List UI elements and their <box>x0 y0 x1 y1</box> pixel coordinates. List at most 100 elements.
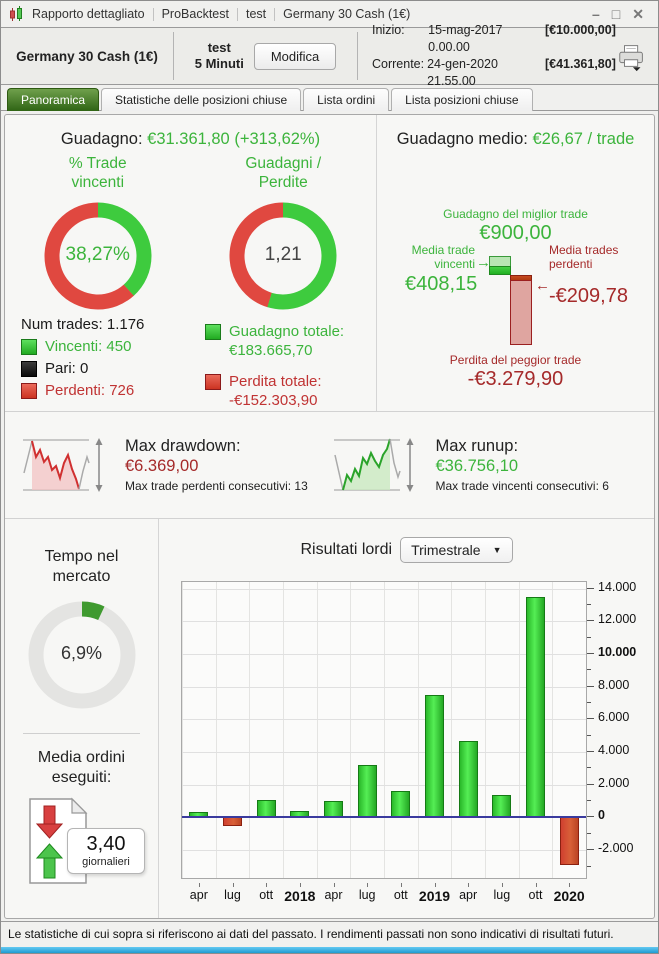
avg-orders-value: 3,40 <box>86 833 126 855</box>
panoramica-panel: Guadagno: €31.361,80 (+313,62%) % Trade … <box>4 114 655 919</box>
chart-x-label: 2019 <box>418 888 451 904</box>
chart-x-label: apr <box>459 888 478 902</box>
print-icon[interactable] <box>616 39 646 73</box>
time-in-market-column: Tempo nel mercato 6,9% Media ordini eseg… <box>5 519 159 918</box>
avg-win-arrow: → <box>476 254 491 271</box>
chart-y-axis: 14.000 12.000 10.000 8.000 6.000 4.000 2.000 0-… <box>587 580 654 879</box>
max-drawdown-block: Max drawdown: €6.369,00 Max trade perden… <box>19 433 330 497</box>
chart-title: Risultati lordi <box>300 541 393 558</box>
title-separator <box>236 7 238 21</box>
time-in-market-value: 6,9% <box>60 643 103 663</box>
period-selected-value: Trimestrale <box>411 542 481 558</box>
chart-bar <box>425 694 444 818</box>
report-header: Germany 30 Cash (1€) test 5 Minuti Modif… <box>1 23 658 88</box>
title-segment: Rapporto dettagliato <box>32 7 145 21</box>
title-segment: test <box>245 7 267 21</box>
total-gain: Guadagno totale: €183.665,70 <box>229 323 345 359</box>
inizio-date: 15-mag-2017 0.00.00 <box>428 23 503 54</box>
gain-stats-section: Guadagno: €31.361,80 (+313,62%) % Trade … <box>5 115 377 411</box>
avg-loss-label: Media trades perdenti <box>549 243 619 271</box>
close-button[interactable]: ✕ <box>632 5 644 22</box>
chart-x-label: 2020 <box>553 888 585 904</box>
avg-orders-card: 3,40 giornalieri <box>67 828 145 874</box>
gain-loss-ratio-donut <box>229 202 337 310</box>
title-segment: Germany 30 Cash (1€) <box>283 7 411 21</box>
even-count: Pari: 0 <box>45 360 89 377</box>
avg-win-value: €408,15 <box>405 273 478 295</box>
losers-count: Perdenti: 726 <box>45 382 135 399</box>
avg-orders-unit: giornalieri <box>82 856 130 868</box>
runup-title: Max runup: <box>435 437 519 455</box>
time-in-market-donut <box>28 601 135 709</box>
bottom-accent-bar <box>1 947 658 953</box>
modify-button[interactable]: Modifica <box>253 42 337 70</box>
best-trade-bar <box>489 255 511 267</box>
num-trades: Num trades: 1.176 <box>21 316 145 333</box>
runup-sparkline-icon <box>333 438 413 492</box>
win-rate-value: 38,27% <box>65 244 130 265</box>
winners-swatch <box>21 338 37 355</box>
tab-bar: Panoramica Statistiche delle posizioni c… <box>1 85 658 111</box>
gross-results-chart-area: Risultati lordi Trimestrale ▼ 14.000 12.0… <box>159 519 654 918</box>
gain-value: €31.361,80 (+313,62%) <box>147 130 321 148</box>
winners-count: Vincenti: 450 <box>45 338 132 355</box>
bar-chart-plot <box>181 581 587 879</box>
title-separator <box>274 7 276 21</box>
chart-bar <box>391 791 411 818</box>
chart-bar <box>357 765 377 818</box>
losers-swatch <box>21 382 37 399</box>
avg-loss-value: -€209,78 <box>549 285 628 307</box>
chart-x-label: lug <box>358 888 376 902</box>
gain-heading: Guadagno: €31.361,80 (+313,62%) <box>60 130 321 148</box>
inizio-label: Inizio: <box>372 23 405 37</box>
gain-loss-ratio-title: Guadagni / Perdite <box>245 155 322 191</box>
average-gain-heading: Guadagno medio: €26,67 / trade <box>396 130 635 148</box>
avg-orders-title: Media ordini eseguiti: <box>37 749 126 786</box>
disclaimer-text: Le statistiche di cui sopra si riferisco… <box>1 921 658 947</box>
avg-win-bar <box>489 266 511 275</box>
title-separator <box>152 7 154 21</box>
title-segment: ProBacktest <box>161 7 229 21</box>
avg-loss-arrow: ← <box>535 277 550 294</box>
tab-panoramica[interactable]: Panoramica <box>7 88 100 111</box>
strategy-name: test <box>207 40 231 55</box>
total-loss-swatch <box>205 374 221 390</box>
worst-trade-bar <box>510 280 532 345</box>
gain-loss-ratio-value: 1,21 <box>264 244 302 265</box>
avg-win-label: Media trade vincenti <box>411 243 475 271</box>
worst-trade-label: Perdita del peggior trade <box>449 353 582 367</box>
max-runup-block: Max runup: €36.756,10 Max trade vincenti… <box>330 433 641 497</box>
chart-x-label: ott <box>528 888 543 902</box>
tab-lista-ordini[interactable]: Lista ordini <box>303 88 390 111</box>
minimize-button[interactable]: – <box>592 6 600 22</box>
best-trade-label: Guadagno del miglior trade <box>443 207 588 221</box>
chart-x-label: apr <box>324 888 343 902</box>
time-in-market-title: Tempo nel mercato <box>44 548 119 585</box>
corrente-label: Corrente: <box>372 57 425 71</box>
drawdown-value: €6.369,00 <box>125 457 199 475</box>
chart-bar <box>458 740 478 818</box>
chevron-down-icon: ▼ <box>492 545 502 555</box>
chart-bar <box>526 596 545 818</box>
corrente-amount: [€41.361,80] <box>544 57 616 71</box>
chart-x-label: lug <box>493 888 511 902</box>
tab-lista-posizioni-chiuse[interactable]: Lista posizioni chiuse <box>391 88 533 111</box>
chart-x-label: 2018 <box>284 888 316 904</box>
total-gain-swatch <box>205 324 221 340</box>
inizio-amount: [€10.000,00] <box>544 23 616 37</box>
chart-x-label: lug <box>224 888 241 902</box>
runup-consecutive: Max trade vincenti consecutivi: 6 <box>435 479 609 493</box>
period-selector-dropdown[interactable]: Trimestrale ▼ <box>400 537 513 563</box>
chart-x-label: apr <box>189 888 208 902</box>
best-trade-value: €900,00 <box>479 222 552 244</box>
chart-x-axis: apr lug ott 2018 apr lug ott 2019 apr lug ott 2020 <box>181 883 587 905</box>
avg-loss-bar <box>510 275 532 280</box>
even-swatch <box>21 360 37 377</box>
chart-bar <box>223 817 242 826</box>
maximize-button[interactable]: □ <box>611 6 621 22</box>
runup-value: €36.756,10 <box>435 457 519 475</box>
tab-statistiche-posizioni-chiuse[interactable]: Statistiche delle posizioni chiuse <box>101 88 302 111</box>
strategy-timeframe: 5 Minuti <box>194 56 244 71</box>
chart-x-label: ott <box>393 888 408 902</box>
